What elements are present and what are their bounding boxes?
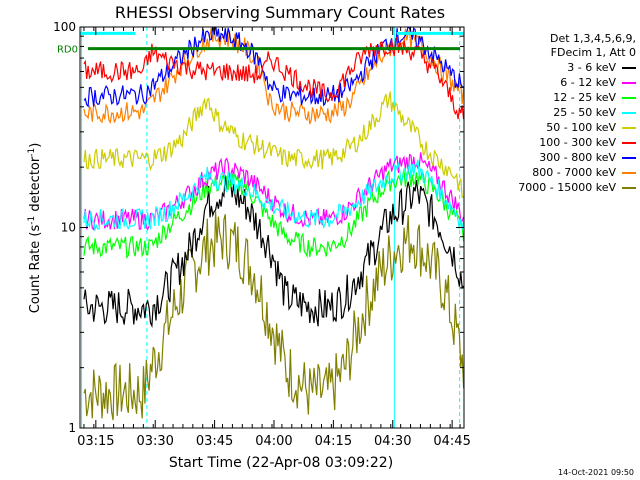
legend-entries: 3 - 6 keV 6 - 12 keV 12 - 25 keV 25 - 50 ke… [486, 60, 636, 195]
legend-entry-0: 3 - 6 keV [486, 60, 636, 75]
legend-header-1: Det 1,3,4,5,6,9, [549, 32, 636, 45]
series-line-8 [83, 211, 464, 421]
legend-entry-4: 50 - 100 keV [486, 120, 636, 135]
x-tick-label-3: 04:00 [255, 434, 292, 449]
legend-swatch [622, 141, 636, 144]
legend-label: 7000 - 15000 keV [518, 181, 616, 194]
legend-swatch [622, 171, 636, 174]
legend-swatch [622, 126, 636, 129]
legend-label: 25 - 50 keV [553, 106, 616, 119]
series-line-0 [83, 174, 464, 328]
plot-area: RD0 1 10 100 03:15 03:30 03:45 04:00 04:15 04:30 0… [53, 20, 471, 449]
y-axis-label-tail: detector [28, 156, 43, 216]
rdo-label: RD0 [57, 45, 78, 56]
legend-label: 50 - 100 keV [546, 121, 616, 134]
y-axis-label-main: Count Rate (s [28, 225, 43, 314]
y-axis-label-sup2: -1 [27, 148, 37, 157]
y-axis-label: Count Rate (s-1 detector-1) [27, 143, 43, 314]
legend-swatch [622, 96, 636, 99]
series-line-5 [83, 36, 464, 120]
timestamp: 14-Oct-2021 09:50 [558, 468, 634, 477]
legend-swatch [622, 66, 636, 69]
legend-entry-3: 25 - 50 keV [486, 105, 636, 120]
series-line-2 [83, 168, 464, 259]
series-line-4 [83, 91, 464, 199]
legend-swatch [622, 186, 636, 189]
x-tick-label-2: 03:45 [196, 434, 233, 449]
legend-entry-2: 12 - 25 keV [486, 90, 636, 105]
legend-label: 300 - 800 keV [539, 151, 616, 164]
y-axis-label-sup1: -1 [27, 216, 37, 225]
legend-swatch [622, 81, 636, 84]
legend-label: 800 - 7000 keV [532, 166, 616, 179]
legend-label: 6 - 12 keV [560, 76, 616, 89]
y-tick-label-0: 1 [68, 421, 76, 435]
legend-entry-8: 7000 - 15000 keV [486, 180, 636, 195]
legend-entry-6: 300 - 800 keV [486, 150, 636, 165]
y-tick-label-2: 100 [53, 20, 76, 34]
y-tick-label-1: 10 [61, 221, 76, 235]
legend-header-2: FDecim 1, Att 0 [550, 46, 636, 59]
x-tick-label-0: 03:15 [77, 434, 114, 449]
series-line-7 [83, 27, 464, 125]
legend-label: 12 - 25 keV [553, 91, 616, 104]
legend-swatch [622, 156, 636, 159]
x-tick-label-5: 04:30 [374, 434, 411, 449]
legend-entry-5: 100 - 300 keV [486, 135, 636, 150]
chart-title: RHESSI Observing Summary Count Rates [115, 3, 445, 22]
legend-entry-7: 800 - 7000 keV [486, 165, 636, 180]
legend-swatch [622, 111, 636, 114]
series-line-3 [83, 159, 464, 232]
x-tick-label-1: 03:30 [136, 434, 173, 449]
x-axis-label: Start Time (22-Apr-08 03:09:22) [169, 455, 393, 471]
x-tick-label-6: 04:45 [433, 434, 470, 449]
series-line-6 [83, 27, 464, 108]
legend-label: 3 - 6 keV [567, 61, 616, 74]
legend-label: 100 - 300 keV [539, 136, 616, 149]
legend: Det 1,3,4,5,6,9, FDecim 1, Att 0 3 - 6 k… [486, 32, 636, 195]
y-axis-label-close: ) [28, 143, 43, 148]
x-tick-label-4: 04:15 [315, 434, 352, 449]
legend-entry-1: 6 - 12 keV [486, 75, 636, 90]
